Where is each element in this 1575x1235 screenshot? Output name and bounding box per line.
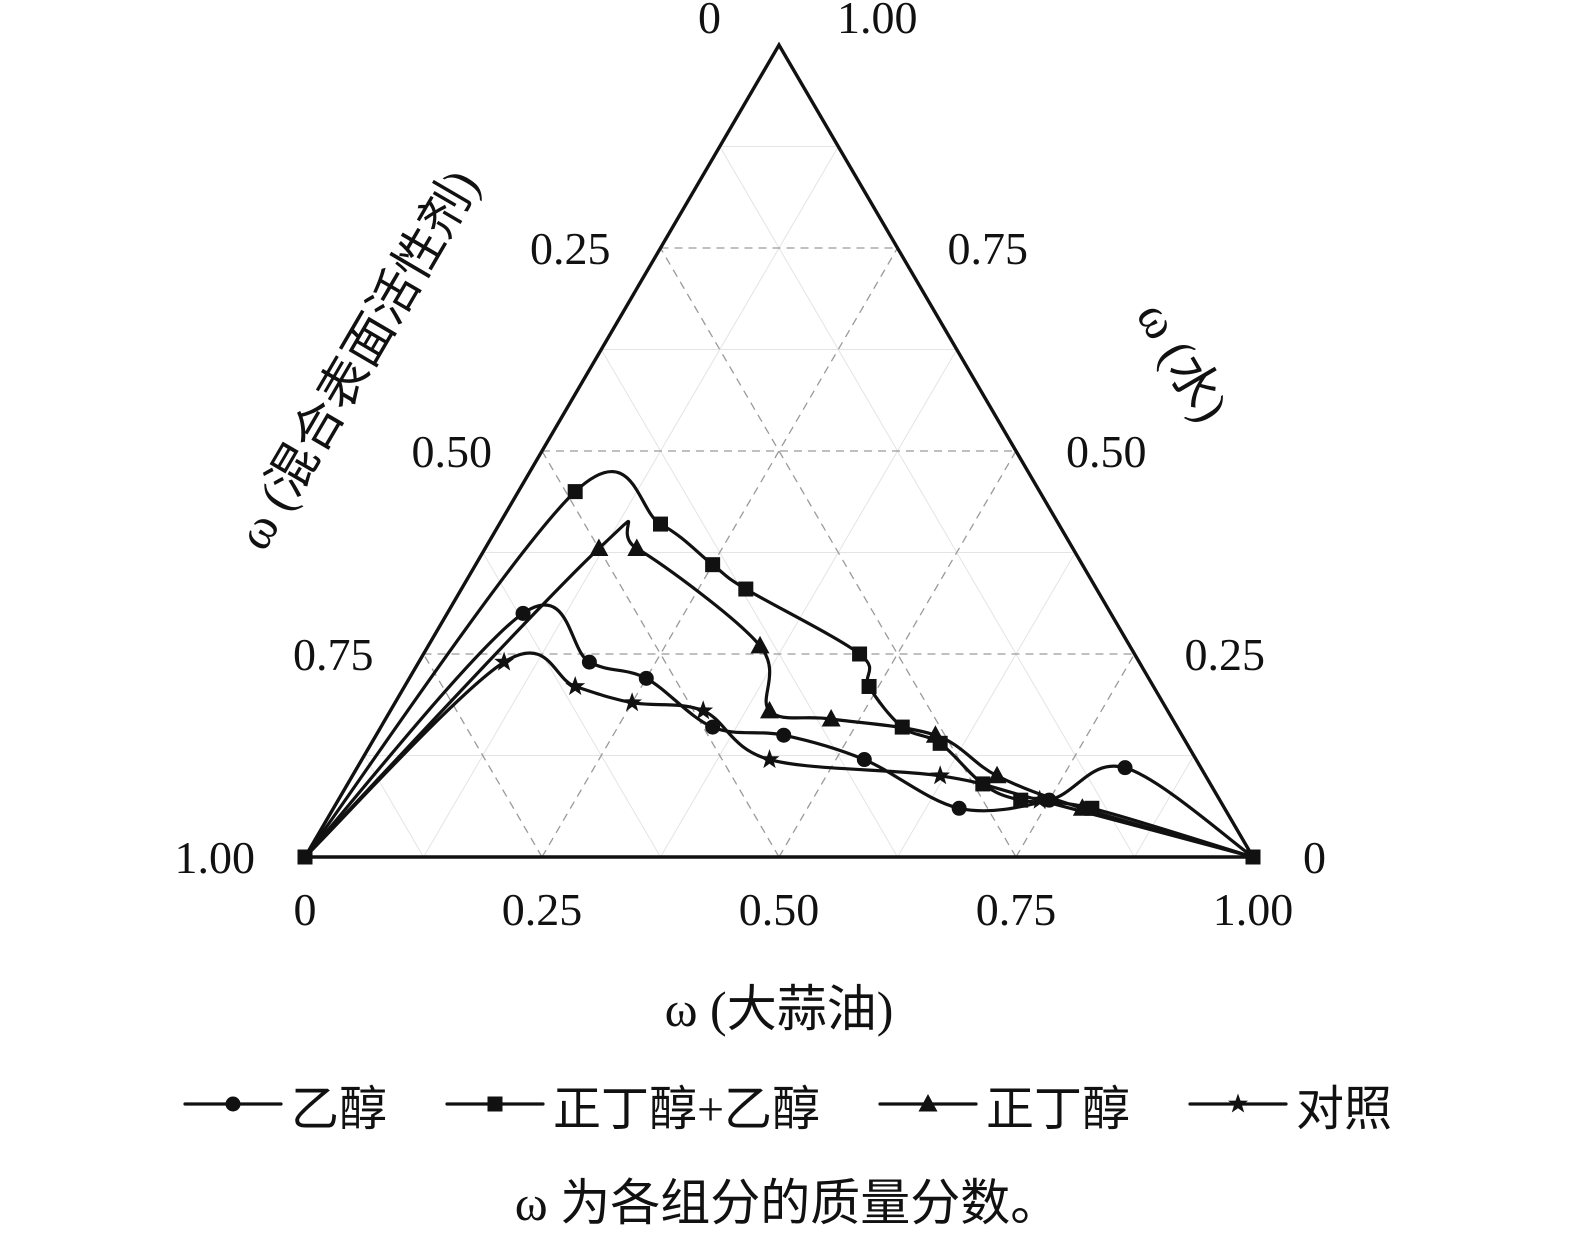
star-marker [494, 651, 515, 671]
star-marker [1029, 789, 1050, 809]
tick-label: 0.50 [1066, 426, 1147, 477]
triangle-marker [821, 708, 841, 727]
legend-label: 正丁醇 [986, 1083, 1131, 1136]
square-marker [738, 581, 754, 597]
circle-marker [225, 1096, 241, 1112]
circle-marker [951, 800, 967, 816]
gridline [541, 247, 899, 858]
tick-label: 0.75 [976, 884, 1057, 935]
legend-label: 乙醇 [290, 1083, 387, 1136]
tick-label: 0.75 [293, 629, 374, 680]
triangle-outline [302, 41, 1256, 859]
legend: 乙醇 正丁醇+乙醇 正丁醇 对照 [0, 1069, 1575, 1139]
star-marker [693, 700, 714, 720]
triangle-marker [925, 725, 945, 743]
star-marker [1228, 1093, 1249, 1113]
square-marker [1013, 792, 1029, 808]
caption: ω 为各组分的质量分数。 [514, 1175, 1061, 1231]
tick-label: 0 [294, 884, 317, 935]
tick-label: 0.25 [530, 223, 611, 274]
tick-label: 0.75 [948, 223, 1029, 274]
tick-label: 0.25 [1185, 629, 1266, 680]
circle-marker [581, 654, 597, 670]
triangle-marker [589, 538, 609, 556]
square-marker [653, 516, 668, 532]
legend-item-triangle: 正丁醇 [878, 1069, 1130, 1139]
ternary-plot: 0 0.25 0.50 0.75 1.0000.250.500.751.001.000.… [175, 0, 1327, 1037]
star-marker [930, 765, 951, 785]
triangle-marker [750, 635, 770, 654]
triangle-marker [627, 538, 647, 556]
gridline [363, 755, 424, 858]
axis-tick-labels: 0 0.25 0.50 0.75 1.0000.250.500.751.001.000.… [175, 0, 1327, 935]
tick-label: 1.00 [175, 832, 256, 883]
gridline [719, 146, 1135, 858]
tick-label: 0 [698, 0, 721, 43]
tick-label: 0 [1303, 832, 1326, 883]
circle-marker [638, 670, 654, 686]
left-axis-title: ω (混合表面活性剂) [225, 160, 490, 558]
circle-marker [1041, 792, 1057, 808]
circle-marker-icon [183, 1096, 283, 1112]
minor-gridlines [363, 146, 1195, 858]
star-marker-icon [1188, 1093, 1288, 1113]
circle-marker [776, 727, 792, 743]
right-axis-title: ω (水) [1126, 292, 1239, 431]
triangle-marker-icon [878, 1094, 978, 1112]
legend-label: 正丁醇+乙醇 [552, 1083, 821, 1136]
series-curve [303, 470, 1255, 859]
square-marker [861, 678, 877, 694]
gridline [600, 349, 898, 858]
tick-label: 0.25 [502, 884, 583, 935]
gridline [422, 653, 543, 858]
square-marker-icon [445, 1096, 545, 1112]
series-curve [303, 651, 1255, 859]
circle-marker [515, 605, 531, 621]
square-marker [852, 646, 868, 662]
major-gridlines [422, 247, 1136, 858]
gridline [660, 349, 958, 858]
gridline [423, 146, 839, 858]
square-marker [567, 484, 583, 500]
series-curves [297, 470, 1261, 865]
square-marker [705, 557, 721, 573]
legend-label: 对照 [1296, 1083, 1393, 1136]
tick-label: 0.50 [739, 884, 820, 935]
gridline [1134, 755, 1195, 858]
triangle-marker [1072, 798, 1092, 816]
gridline [897, 552, 1076, 858]
legend-item-circle: 乙醇 [183, 1069, 387, 1139]
gridline [659, 247, 1017, 858]
legend-item-square: 正丁醇+乙醇 [445, 1069, 820, 1139]
square-marker [487, 1096, 503, 1112]
tick-label: 1.00 [837, 0, 918, 43]
star-marker [759, 749, 780, 769]
star-marker [565, 676, 586, 695]
tick-label: 0.50 [412, 426, 493, 477]
gridline [482, 552, 661, 858]
circle-marker [1117, 760, 1133, 776]
star-marker [622, 692, 642, 712]
tick-label: 1.00 [1213, 884, 1294, 935]
triangle-marker [760, 700, 780, 719]
triangle-marker [918, 1094, 938, 1112]
circle-marker [856, 752, 872, 768]
triangle-marker [987, 765, 1007, 784]
bottom-axis-title: ω (大蒜油) [665, 981, 894, 1037]
circle-marker [705, 719, 721, 735]
square-marker [894, 719, 910, 735]
legend-item-star: 对照 [1188, 1069, 1392, 1139]
square-marker [975, 776, 991, 792]
gridline [1015, 653, 1136, 858]
